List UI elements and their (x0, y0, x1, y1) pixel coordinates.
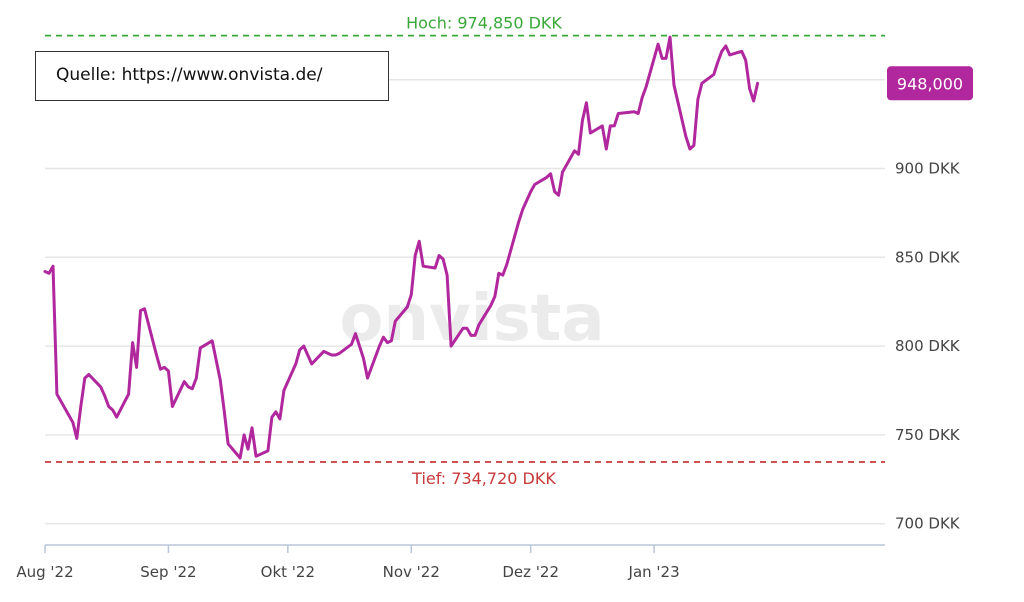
last-price-badge: 948,000 (887, 66, 973, 101)
y-tick-label: 750 DKK (895, 426, 961, 444)
series-line (43, 35, 760, 460)
x-tick-label: Jan '23 (628, 563, 680, 581)
watermark-logo: onvista (339, 282, 604, 356)
y-tick-label: 850 DKK (895, 248, 961, 266)
high-label: Hoch: 974,850 DKK (406, 14, 562, 33)
last-price-box (887, 66, 973, 101)
x-tick-label: Okt '22 (261, 563, 315, 581)
y-tick-label: 900 DKK (895, 160, 961, 178)
x-tick-label: Sep '22 (140, 563, 196, 581)
x-tick-label: Aug '22 (16, 563, 73, 581)
x-tick-label: Dez '22 (502, 563, 559, 581)
x-axis-ticks: Aug '22 Sep '22 Okt '22 Nov '22 Dez '22 Jan '… (16, 544, 885, 581)
source-note: Quelle: https://www.onvista.de/ (35, 51, 389, 101)
low-label: Tief: 734,720 DKK (411, 469, 556, 488)
y-tick-label: 800 DKK (895, 337, 961, 355)
y-tick-label: 700 DKK (895, 515, 961, 533)
x-tick-label: Nov '22 (383, 563, 440, 581)
last-price-value: 948,000 (897, 74, 963, 93)
